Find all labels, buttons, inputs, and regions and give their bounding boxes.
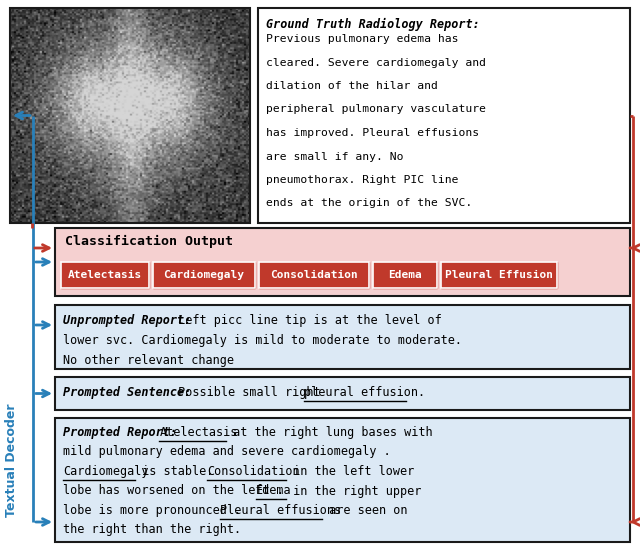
FancyBboxPatch shape — [55, 305, 630, 369]
Text: at the right lung bases with: at the right lung bases with — [225, 426, 432, 439]
Text: Textual Decoder: Textual Decoder — [6, 404, 19, 517]
Text: Edema: Edema — [388, 270, 422, 280]
Text: No other relevant change: No other relevant change — [63, 354, 234, 367]
Text: Cardiomegaly: Cardiomegaly — [163, 270, 244, 280]
Text: Pleural effusions: Pleural effusions — [220, 504, 340, 517]
Text: has improved. Pleural effusions: has improved. Pleural effusions — [266, 128, 479, 138]
Text: Edema: Edema — [255, 485, 291, 497]
Text: ends at the origin of the SVC.: ends at the origin of the SVC. — [266, 199, 472, 209]
Text: Pleural Effusion: Pleural Effusion — [445, 270, 553, 280]
Text: Consolidation: Consolidation — [270, 270, 358, 280]
Text: pleural effusion.: pleural effusion. — [304, 386, 425, 399]
FancyBboxPatch shape — [55, 377, 630, 410]
Text: cleared. Severe cardiomegaly and: cleared. Severe cardiomegaly and — [266, 58, 486, 68]
Text: lobe has worsened on the left .: lobe has worsened on the left . — [63, 485, 291, 497]
Text: lower svc. Cardiomegaly is mild to moderate to moderate.: lower svc. Cardiomegaly is mild to moder… — [63, 334, 462, 347]
FancyBboxPatch shape — [55, 228, 630, 296]
Text: dilation of the hilar and: dilation of the hilar and — [266, 81, 438, 91]
Text: is stable.: is stable. — [135, 465, 221, 478]
Text: peripheral pulmonary vasculature: peripheral pulmonary vasculature — [266, 104, 486, 115]
Text: in the right upper: in the right upper — [285, 485, 421, 497]
Text: Prompted Sentence:: Prompted Sentence: — [63, 386, 191, 399]
FancyBboxPatch shape — [373, 262, 437, 288]
Text: Unprompted Report:: Unprompted Report: — [63, 314, 191, 327]
Text: Atelectasis: Atelectasis — [68, 270, 142, 280]
Text: Prompted Report:: Prompted Report: — [63, 426, 177, 439]
Text: Atelectasis: Atelectasis — [159, 426, 237, 439]
Text: Consolidation: Consolidation — [207, 465, 300, 478]
Text: Possible small right: Possible small right — [172, 386, 328, 399]
Text: Ground Truth Radiology Report:: Ground Truth Radiology Report: — [266, 18, 480, 31]
FancyBboxPatch shape — [61, 262, 149, 288]
FancyBboxPatch shape — [441, 262, 557, 288]
Text: the right than the right.: the right than the right. — [63, 524, 241, 536]
Text: mild pulmonary edema and severe cardiomegaly .: mild pulmonary edema and severe cardiome… — [63, 445, 391, 458]
FancyBboxPatch shape — [259, 262, 369, 288]
Text: in the left lower: in the left lower — [285, 465, 414, 478]
FancyBboxPatch shape — [258, 8, 630, 223]
Text: are small if any. No: are small if any. No — [266, 152, 403, 161]
Text: Left picc line tip is at the level of: Left picc line tip is at the level of — [172, 314, 442, 327]
FancyBboxPatch shape — [153, 262, 255, 288]
Text: lobe is more pronounced .: lobe is more pronounced . — [63, 504, 248, 517]
Text: Previous pulmonary edema has: Previous pulmonary edema has — [266, 34, 458, 44]
Text: Classification Output: Classification Output — [65, 235, 233, 248]
Text: are seen on: are seen on — [322, 504, 407, 517]
FancyBboxPatch shape — [55, 418, 630, 542]
Text: Cardiomegaly: Cardiomegaly — [63, 465, 148, 478]
Text: pneumothorax. Right PIC line: pneumothorax. Right PIC line — [266, 175, 458, 185]
